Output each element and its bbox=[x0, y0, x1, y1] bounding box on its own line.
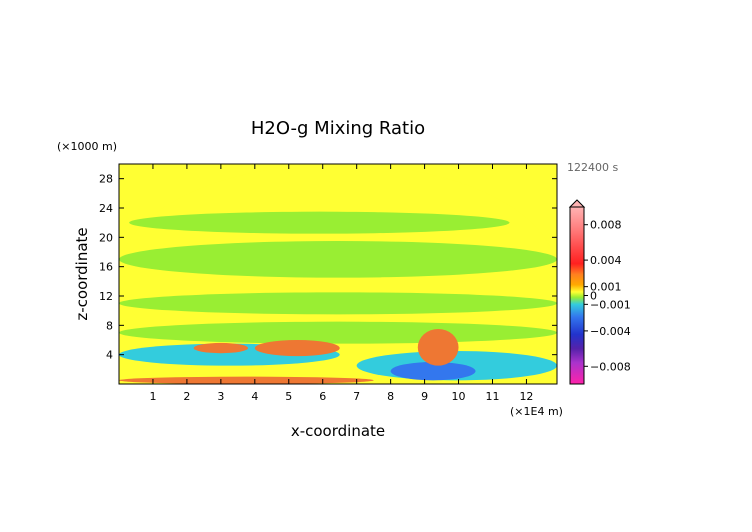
region-positive-8 bbox=[193, 342, 249, 354]
x-axis-label: x-coordinate bbox=[291, 422, 385, 440]
x-tick-label: 3 bbox=[217, 390, 224, 403]
x-axis-ticks: 1 2 3 4 5 6 7 8 9 10 11 12 bbox=[149, 164, 533, 403]
x-tick-label: 10 bbox=[452, 390, 466, 403]
y-unit-label: (×1000 m) bbox=[57, 140, 117, 153]
x-unit-label: (×1E4 m) bbox=[510, 405, 563, 418]
field-regions bbox=[119, 164, 557, 384]
x-tick-label: 7 bbox=[353, 390, 360, 403]
y-tick-label: 16 bbox=[99, 261, 113, 274]
colorbar-tick-label: −0.008 bbox=[590, 360, 631, 373]
x-tick-label: 5 bbox=[285, 390, 292, 403]
colorbar-tick-label: 0.008 bbox=[590, 219, 622, 232]
region-slightly-negative-4 bbox=[119, 321, 557, 344]
y-tick-label: 28 bbox=[99, 173, 113, 186]
y-axis-ticks: 4 8 12 16 20 24 28 bbox=[99, 173, 557, 362]
region-slightly-negative-3 bbox=[119, 292, 557, 315]
y-tick-label: 4 bbox=[106, 349, 113, 362]
x-tick-label: 4 bbox=[251, 390, 258, 403]
chart-title: H2O-g Mixing Ratio bbox=[251, 118, 425, 139]
region-positive-11 bbox=[119, 376, 374, 384]
plot-frame bbox=[118, 163, 558, 385]
x-tick-label: 9 bbox=[421, 390, 428, 403]
y-tick-label: 8 bbox=[106, 319, 113, 332]
region-positive-9 bbox=[254, 340, 340, 357]
y-tick-label: 24 bbox=[99, 202, 113, 215]
x-tick-label: 2 bbox=[183, 390, 190, 403]
region-slightly-negative-2 bbox=[119, 241, 557, 278]
region-positive-10 bbox=[417, 329, 459, 366]
region-slightly-negative-1 bbox=[129, 211, 510, 234]
colorbar-top-arrow bbox=[568, 199, 586, 208]
colorbar-tick-label: 0.001 bbox=[590, 281, 622, 294]
region-more-negative-7 bbox=[390, 362, 476, 381]
colorbar-tick-label: 0.004 bbox=[590, 254, 622, 267]
x-tick-label: 11 bbox=[485, 390, 499, 403]
y-tick-label: 12 bbox=[99, 290, 113, 303]
y-tick-label: 20 bbox=[99, 231, 113, 244]
x-tick-label: 1 bbox=[149, 390, 156, 403]
time-label: 122400 s bbox=[567, 161, 618, 174]
y-axis-label: z-coordinate bbox=[73, 227, 91, 320]
colorbar-tick-label: 0 bbox=[590, 290, 597, 303]
colorbar-tick-label: −0.001 bbox=[590, 298, 631, 311]
x-tick-label: 12 bbox=[519, 390, 533, 403]
x-tick-label: 6 bbox=[319, 390, 326, 403]
colorbar-tick-label: −0.004 bbox=[590, 325, 631, 338]
x-tick-label: 8 bbox=[387, 390, 394, 403]
colorbar bbox=[569, 206, 585, 385]
